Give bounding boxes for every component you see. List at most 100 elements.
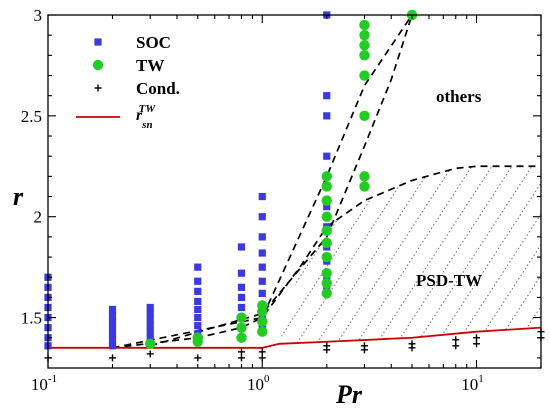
cond-point: [323, 342, 331, 350]
soc-point: [258, 263, 266, 271]
tw-point: [359, 50, 370, 61]
legend-label-tw: TW: [136, 56, 164, 75]
soc-point: [323, 92, 331, 100]
cond-point: [194, 354, 202, 362]
tw-point: [321, 288, 332, 299]
soc-point: [194, 322, 202, 330]
soc-point: [194, 263, 202, 271]
soc-point: [258, 192, 266, 201]
soc-point: [194, 277, 202, 285]
soc-point: [323, 112, 331, 120]
tw-point: [359, 40, 370, 51]
psd-tw-region-hatching: [0, 0, 541, 400]
hatch-line: [279, 166, 541, 344]
cond-point: [146, 350, 154, 358]
tw-point: [321, 267, 332, 279]
tw-point: [257, 300, 268, 311]
tw-point: [257, 316, 268, 327]
tw-point: [321, 171, 332, 182]
legend-label-rsn: rsnTW: [136, 103, 156, 131]
soc-point: [258, 249, 266, 257]
soc-point: [146, 303, 154, 312]
soc-point: [194, 313, 202, 322]
tw-point: [145, 338, 156, 349]
cond-point: [408, 340, 416, 348]
soc-point: [108, 330, 117, 338]
hatch-line: [0, 0, 260, 400]
hatch-line: [279, 166, 441, 344]
cond-point: [452, 336, 460, 344]
rsn-curve-line: [48, 326, 541, 349]
tw-point: [321, 211, 332, 222]
tw-point: [359, 110, 370, 122]
soc-point: [323, 152, 331, 160]
tw-point: [92, 59, 104, 71]
tw-point: [321, 181, 332, 192]
cond-point: [108, 354, 116, 362]
soc-point: [258, 289, 266, 297]
x-axis-label: Pr: [335, 380, 363, 409]
x-tick-label: 101: [461, 373, 484, 394]
y-tick-label: 2.5: [21, 107, 42, 126]
soc-point: [146, 328, 154, 336]
soc-point: [108, 318, 117, 326]
cond-point: [258, 348, 266, 356]
tw-point: [321, 225, 332, 237]
soc-point: [146, 322, 154, 330]
soc-point: [258, 213, 266, 221]
data-markers: [44, 9, 545, 362]
hatch-line: [0, 0, 200, 400]
legend-label-cond: Cond.: [136, 79, 180, 98]
region-label-others: others: [436, 87, 482, 106]
soc-point: [194, 305, 202, 314]
hatch-line: [419, 166, 541, 344]
soc-point: [94, 38, 102, 46]
soc-point: [237, 283, 246, 291]
soc-point: [194, 287, 202, 295]
x-tick-label: 100: [247, 373, 270, 394]
tw-point: [359, 19, 370, 31]
tw-point: [321, 278, 332, 289]
hatch-line: [479, 166, 541, 344]
cond-point: [237, 348, 245, 356]
cond-point: [237, 354, 245, 362]
plot-frame: [47, 14, 542, 369]
cond-point: [452, 342, 460, 350]
y-tick-label: 1.5: [21, 309, 42, 328]
y-tick-label: 2: [34, 208, 43, 227]
soc-point: [258, 277, 266, 285]
tw-point: [359, 70, 370, 81]
rsn-curve: [48, 326, 541, 349]
y-axis-label: r: [13, 182, 24, 211]
soc-point: [237, 243, 246, 251]
psd-tw-boundary: [112, 165, 541, 349]
tw-point: [321, 251, 332, 263]
soc-point: [146, 309, 154, 318]
hatch-line: [519, 166, 541, 344]
tw-point: [236, 332, 247, 343]
y-tick-label: 3: [34, 6, 43, 25]
labels: 10-1 100 101 1.5 2 2.5 3 Pr r others PSD-TW SOC TW Co…: [13, 6, 484, 409]
tw-point: [192, 332, 203, 343]
soc-point: [146, 315, 154, 324]
soc-point: [237, 269, 246, 277]
soc-point: [237, 293, 246, 301]
soc-point: [108, 342, 117, 350]
legend-label-soc: SOC: [136, 33, 171, 52]
cond-point: [473, 340, 481, 348]
soc-point: [108, 305, 117, 314]
tw-point: [321, 195, 332, 206]
hatch-line: [499, 166, 541, 344]
soc-point: [237, 303, 246, 312]
cond-point: [473, 334, 481, 342]
hatch-line: [299, 166, 541, 344]
hatch-line: [379, 166, 541, 344]
tw-point: [321, 237, 332, 249]
axes: [47, 14, 542, 369]
tw-point: [257, 326, 268, 337]
soc-point: [323, 203, 331, 211]
soc-point: [108, 324, 117, 332]
x-tick-label: 10-1: [31, 373, 57, 394]
tw-point: [236, 322, 247, 333]
